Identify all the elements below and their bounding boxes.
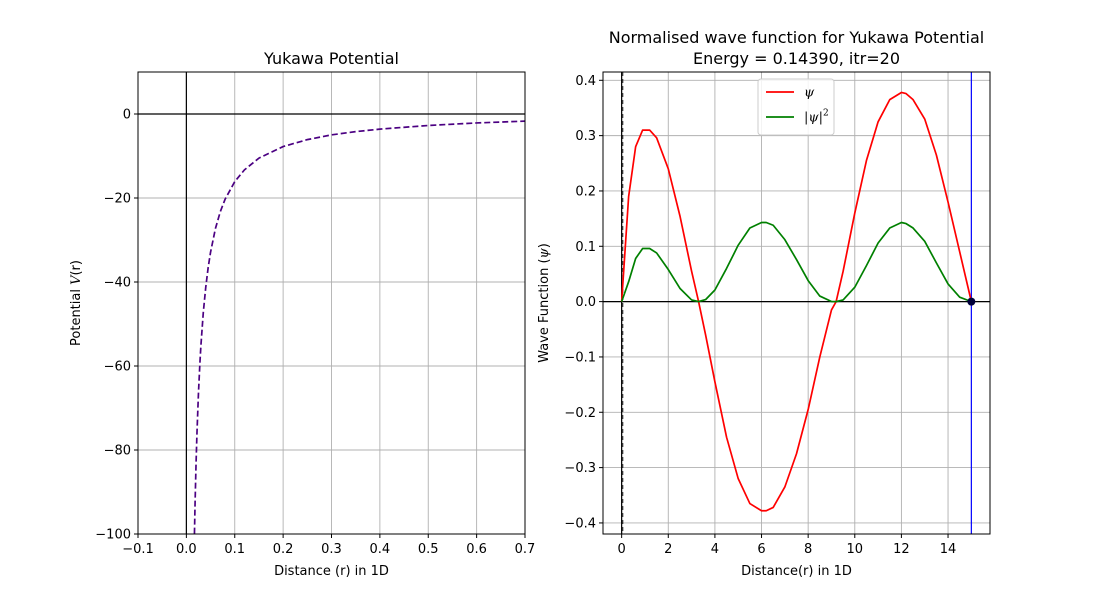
x-tick-label: 2	[664, 542, 672, 557]
legend-label: |ψ|2	[804, 109, 829, 126]
y-tick-label: −20	[104, 192, 131, 207]
x-axis-label: Distance (r) in 1D	[274, 564, 389, 579]
legend-label-sup: 2	[823, 109, 829, 119]
x-tick-label: 0.5	[418, 542, 439, 557]
y-tick-label: −80	[104, 444, 131, 459]
x-tick-label: 4	[711, 542, 719, 557]
y-tick-label: 0.2	[575, 184, 596, 199]
y-axis-label-arg: (r)	[69, 260, 84, 276]
reference-lines	[138, 72, 525, 534]
y-tick-label: 0.1	[575, 240, 596, 255]
y-axis-label-end: )	[537, 243, 552, 248]
legend-label-main: ψ	[804, 86, 815, 101]
x-axis-ticks: −0.1 0.0 0.1 0.2 0.3 0.4 0.5 0.6 0.7	[122, 534, 535, 557]
x-axis-ticks: 0 2 4 6 8 10 12 14	[618, 534, 957, 557]
chart-title-line2: Energy = 0.14390, itr=20	[693, 49, 900, 68]
x-axis-label: Distance(r) in 1D	[741, 564, 852, 579]
x-tick-label: 0.0	[176, 542, 197, 557]
y-tick-label: 0.3	[575, 129, 596, 144]
x-tick-label: 0	[618, 542, 626, 557]
x-tick-label: 6	[757, 542, 765, 557]
legend-label-main: |ψ|	[804, 111, 823, 126]
y-tick-label: −0.1	[564, 350, 596, 365]
x-tick-label: 12	[893, 542, 910, 557]
boundary-end-point	[967, 297, 976, 306]
y-axis-label: Potential V(r)	[69, 260, 84, 346]
y-axis-label-main: Wave Function (	[537, 258, 552, 362]
y-tick-label: 0.0	[575, 295, 596, 310]
chart-title-line1: Normalised wave function for Yukawa Pote…	[609, 28, 985, 47]
y-tick-label: −0.2	[564, 406, 596, 421]
plot-frame	[602, 71, 991, 535]
y-tick-label: −60	[104, 360, 131, 375]
x-tick-label: 0.1	[224, 542, 245, 557]
series-line-1	[620, 221, 972, 303]
series-line-0	[193, 120, 525, 534]
x-tick-label: 8	[804, 542, 812, 557]
y-axis-label-main: Potential	[69, 285, 84, 346]
x-tick-label: 14	[940, 542, 957, 557]
x-tick-label: 0.2	[273, 542, 294, 557]
y-axis-label-var: V	[69, 274, 84, 285]
y-tick-label: −0.4	[564, 516, 596, 531]
y-axis-ticks: −100 −80 −60 −40 −20 0	[95, 108, 138, 543]
y-tick-label: 0	[123, 108, 131, 123]
wave-function-chart: Normalised wave function for Yukawa Pote…	[537, 28, 991, 579]
grid	[137, 72, 526, 535]
legend: ψ |ψ|2	[757, 78, 835, 136]
legend-label: ψ	[804, 86, 815, 101]
y-axis-label: Wave Function (ψ)	[537, 243, 552, 363]
x-tick-label: 0.4	[370, 542, 391, 557]
chart-title: Yukawa Potential	[263, 49, 399, 68]
y-tick-label: −100	[95, 528, 131, 543]
series-group	[620, 91, 973, 512]
y-tick-label: −0.3	[564, 461, 596, 476]
series-line-0	[620, 91, 973, 512]
y-axis-ticks: −0.4 −0.3 −0.2 −0.1 0.0 0.1 0.2 0.3 0.4	[564, 74, 603, 531]
x-tick-label: 0.7	[515, 542, 536, 557]
y-tick-label: −40	[104, 276, 131, 291]
x-tick-label: −0.1	[122, 542, 154, 557]
legend-box	[757, 78, 835, 136]
x-tick-label: 0.6	[466, 542, 487, 557]
y-axis-label-var: ψ	[537, 247, 552, 258]
x-tick-label: 0.3	[321, 542, 342, 557]
y-tick-label: 0.4	[575, 74, 596, 89]
series-group	[193, 120, 525, 534]
x-tick-label: 10	[847, 542, 864, 557]
yukawa-potential-chart: Yukawa Potential −0.1 0.0 0.1 0.2 0.3 0.4 0.5 0…	[69, 49, 535, 579]
